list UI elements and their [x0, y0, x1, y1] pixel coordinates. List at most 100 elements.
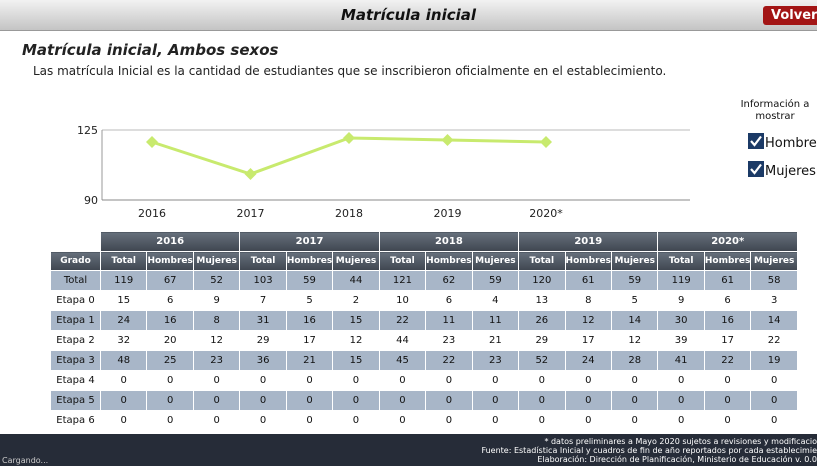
cell: 0 — [285, 390, 334, 411]
cell: 0 — [657, 390, 705, 411]
row-label: Etapa 4 — [50, 370, 101, 391]
checkbox[interactable] — [748, 161, 764, 177]
status: Cargando... — [2, 456, 49, 465]
cell: 17 — [564, 330, 612, 351]
sub-header: Mujeres — [471, 251, 520, 271]
row-label: Etapa 5 — [50, 390, 101, 411]
cell: 29 — [239, 330, 287, 351]
sub-header: Total — [239, 251, 287, 271]
cell: 24 — [564, 350, 612, 371]
cell: 44 — [378, 330, 427, 351]
year-header: 2016 — [99, 231, 241, 252]
row-label: Total — [50, 270, 101, 291]
cell: 10 — [378, 290, 427, 311]
cell: 44 — [332, 270, 380, 291]
sub-header: Total — [378, 251, 427, 271]
option[interactable]: Hombres — [748, 133, 817, 151]
marker — [343, 132, 355, 144]
check — [750, 135, 762, 147]
cell: 6 — [146, 290, 194, 311]
sub-header: Mujeres — [192, 251, 241, 271]
cell: 0 — [239, 410, 287, 431]
checkbox[interactable] — [748, 133, 764, 149]
check — [750, 163, 762, 175]
check-icon — [750, 163, 762, 175]
cell: 59 — [610, 270, 659, 291]
grado-header: Grado — [50, 251, 101, 271]
x-tick-label: 2018 — [335, 207, 363, 220]
cell: 0 — [703, 410, 752, 431]
cell: 12 — [564, 310, 612, 331]
cell: 0 — [610, 390, 659, 411]
cell: 0 — [610, 410, 659, 431]
y-tick-label: 90 — [84, 194, 98, 207]
cell: 22 — [378, 310, 427, 331]
cell: 0 — [471, 370, 520, 391]
cell: 0 — [146, 390, 194, 411]
cell: 52 — [192, 270, 241, 291]
cell: 31 — [239, 310, 287, 331]
footer-note: * datos preliminares a Mayo 2020 sujetos… — [544, 437, 817, 446]
cell: 20 — [146, 330, 194, 351]
cell: 41 — [657, 350, 705, 371]
cell: 29 — [518, 330, 566, 351]
cell: 0 — [378, 390, 427, 411]
cell: 0 — [192, 410, 241, 431]
cell: 0 — [192, 370, 241, 391]
data-table: 2016 2017 2018 2019 2020* Grado Total Hombres Mu… — [50, 231, 798, 431]
cell: 0 — [471, 390, 520, 411]
cell: 17 — [285, 330, 334, 351]
option[interactable]: Mujeres — [748, 161, 816, 179]
cell: 0 — [610, 370, 659, 391]
cell: 17 — [703, 330, 752, 351]
cell: 0 — [750, 410, 798, 431]
cell: 0 — [564, 410, 612, 431]
row-label: Etapa 6 — [50, 410, 101, 431]
cell: 11 — [471, 310, 520, 331]
cell: 58 — [750, 270, 798, 291]
cell: 0 — [99, 370, 148, 391]
cell: 0 — [750, 370, 798, 391]
cell: 12 — [610, 330, 659, 351]
cell: 62 — [425, 270, 473, 291]
footer: * datos preliminares a Mayo 2020 sujetos… — [0, 434, 817, 466]
x-tick-label: 2020* — [529, 207, 563, 220]
cell: 2 — [332, 290, 380, 311]
cell: 0 — [239, 370, 287, 391]
cell: 67 — [146, 270, 194, 291]
cell: 0 — [425, 390, 473, 411]
cell: 19 — [750, 350, 798, 371]
cell: 39 — [657, 330, 705, 351]
cell: 0 — [657, 410, 705, 431]
table-row: Etapa 3 48 25 23 36 21 15 45 22 23 52 24 28 41 22 19 — [50, 350, 798, 371]
cell: 120 — [518, 270, 566, 291]
cell: 0 — [564, 370, 612, 391]
cell: 23 — [425, 330, 473, 351]
cell: 0 — [378, 410, 427, 431]
cell: 0 — [99, 390, 148, 411]
marker — [540, 136, 552, 148]
cell: 119 — [657, 270, 705, 291]
year-header: 2019 — [518, 231, 659, 252]
blank-cell — [50, 231, 101, 252]
cell: 22 — [703, 350, 752, 371]
cell: 52 — [518, 350, 566, 371]
back-button[interactable]: Volver — [763, 6, 817, 25]
y-tick-label: 125 — [77, 124, 98, 137]
cell: 16 — [146, 310, 194, 331]
cell: 0 — [750, 390, 798, 411]
cell: 0 — [146, 370, 194, 391]
x-tick-label: 2017 — [237, 207, 265, 220]
cell: 5 — [285, 290, 334, 311]
sub-header: Hombres — [703, 251, 752, 271]
cell: 23 — [471, 350, 520, 371]
sub-header: Total — [657, 251, 705, 271]
cell: 6 — [703, 290, 752, 311]
cell: 3 — [750, 290, 798, 311]
cell: 0 — [425, 410, 473, 431]
sub-header: Mujeres — [332, 251, 380, 271]
cell: 16 — [285, 310, 334, 331]
check-icon — [750, 135, 762, 147]
